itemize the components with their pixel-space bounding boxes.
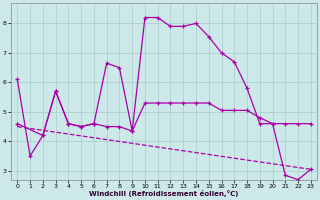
X-axis label: Windchill (Refroidissement éolien,°C): Windchill (Refroidissement éolien,°C) [89,190,239,197]
